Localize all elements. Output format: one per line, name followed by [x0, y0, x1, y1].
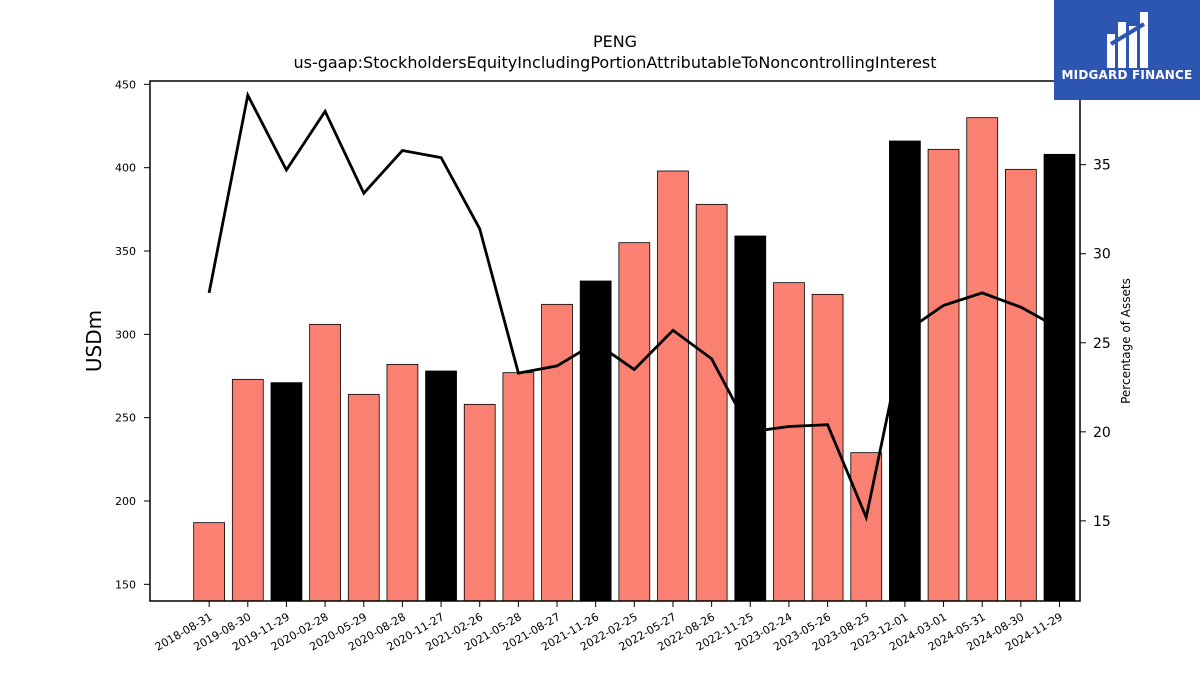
bar — [463, 403, 496, 602]
logo-mark-icon — [1107, 12, 1148, 68]
y-tick-label: 300 — [115, 328, 136, 341]
y2-tick-label: 35 — [1093, 158, 1111, 174]
bar — [309, 323, 341, 602]
y2-tick-label: 20 — [1093, 425, 1111, 441]
plot-frame — [149, 80, 1081, 602]
bar — [231, 378, 264, 602]
bar — [347, 393, 380, 602]
midgard-finance-logo: MIDGARD FINANCE — [1054, 0, 1200, 100]
y2-axis-label: Percentage of Assets — [1119, 278, 1133, 404]
bar — [502, 372, 535, 602]
percent-of-assets-line — [207, 90, 1061, 523]
bar — [850, 452, 883, 602]
y-tick-label: 150 — [115, 578, 136, 591]
y-tick-label: 400 — [115, 162, 136, 175]
bar — [927, 148, 960, 602]
bar — [657, 170, 689, 602]
bar — [579, 280, 612, 602]
bar — [541, 303, 573, 602]
bar — [773, 282, 805, 602]
y2-tick-label: 30 — [1093, 247, 1111, 263]
y2-tick-label: 25 — [1093, 336, 1111, 352]
bar — [695, 203, 728, 602]
bar — [889, 140, 921, 602]
bar — [1043, 153, 1076, 602]
y-tick-label: 250 — [115, 412, 136, 425]
y-axis-label: USDm — [82, 310, 106, 372]
bar — [270, 382, 303, 602]
chart-subtitle: us-gaap:StockholdersEquityIncludingPorti… — [293, 53, 936, 72]
y-tick-label: 450 — [115, 78, 136, 91]
bar — [193, 522, 226, 602]
bar — [386, 363, 419, 602]
bar — [618, 242, 651, 602]
bar — [1004, 168, 1037, 602]
logo-text: MIDGARD FINANCE — [1061, 68, 1193, 82]
chart-title: PENG — [593, 32, 637, 51]
y2-tick-label: 15 — [1093, 514, 1111, 530]
bar — [966, 117, 999, 602]
bar — [425, 370, 457, 602]
y-tick-label: 200 — [115, 495, 136, 508]
y-tick-label: 350 — [115, 245, 136, 258]
bar — [734, 235, 767, 602]
